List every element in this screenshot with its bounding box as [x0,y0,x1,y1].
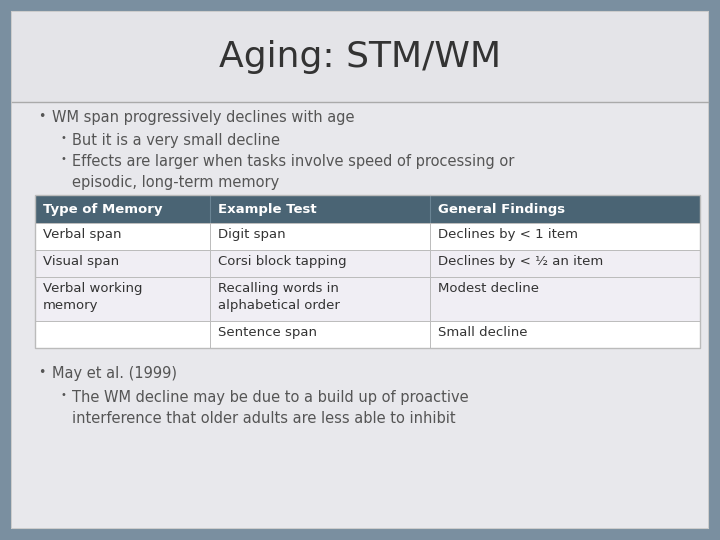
Text: The WM decline may be due to a build up of proactive
interference that older adu: The WM decline may be due to a build up … [72,390,469,426]
Text: Modest decline: Modest decline [438,282,539,295]
Text: Sentence span: Sentence span [218,326,317,339]
Text: •: • [38,110,45,123]
Text: Verbal span: Verbal span [43,228,122,241]
Text: Visual span: Visual span [43,255,119,268]
Text: Declines by < ½ an item: Declines by < ½ an item [438,255,603,268]
FancyBboxPatch shape [35,223,700,250]
Text: •: • [38,366,45,379]
Text: May et al. (1999): May et al. (1999) [52,366,177,381]
FancyBboxPatch shape [12,102,708,528]
Text: Small decline: Small decline [438,326,528,339]
Text: Type of Memory: Type of Memory [43,202,163,215]
FancyBboxPatch shape [35,321,700,348]
Text: Recalling words in
alphabetical order: Recalling words in alphabetical order [218,282,340,313]
Text: Declines by < 1 item: Declines by < 1 item [438,228,578,241]
Text: Effects are larger when tasks involve speed of processing or
episodic, long-term: Effects are larger when tasks involve sp… [72,154,514,190]
Text: Aging: STM/WM: Aging: STM/WM [219,40,501,74]
FancyBboxPatch shape [35,195,700,223]
Text: WM span progressively declines with age: WM span progressively declines with age [52,110,354,125]
FancyBboxPatch shape [35,277,700,321]
Text: Verbal working
memory: Verbal working memory [43,282,143,313]
Text: Example Test: Example Test [218,202,317,215]
Text: Corsi block tapping: Corsi block tapping [218,255,346,268]
Text: But it is a very small decline: But it is a very small decline [72,133,280,148]
FancyBboxPatch shape [12,12,708,528]
Text: •: • [60,390,66,400]
Text: •: • [60,154,66,164]
Text: Digit span: Digit span [218,228,286,241]
FancyBboxPatch shape [35,250,700,277]
Text: General Findings: General Findings [438,202,565,215]
FancyBboxPatch shape [12,12,708,102]
Text: •: • [60,133,66,143]
